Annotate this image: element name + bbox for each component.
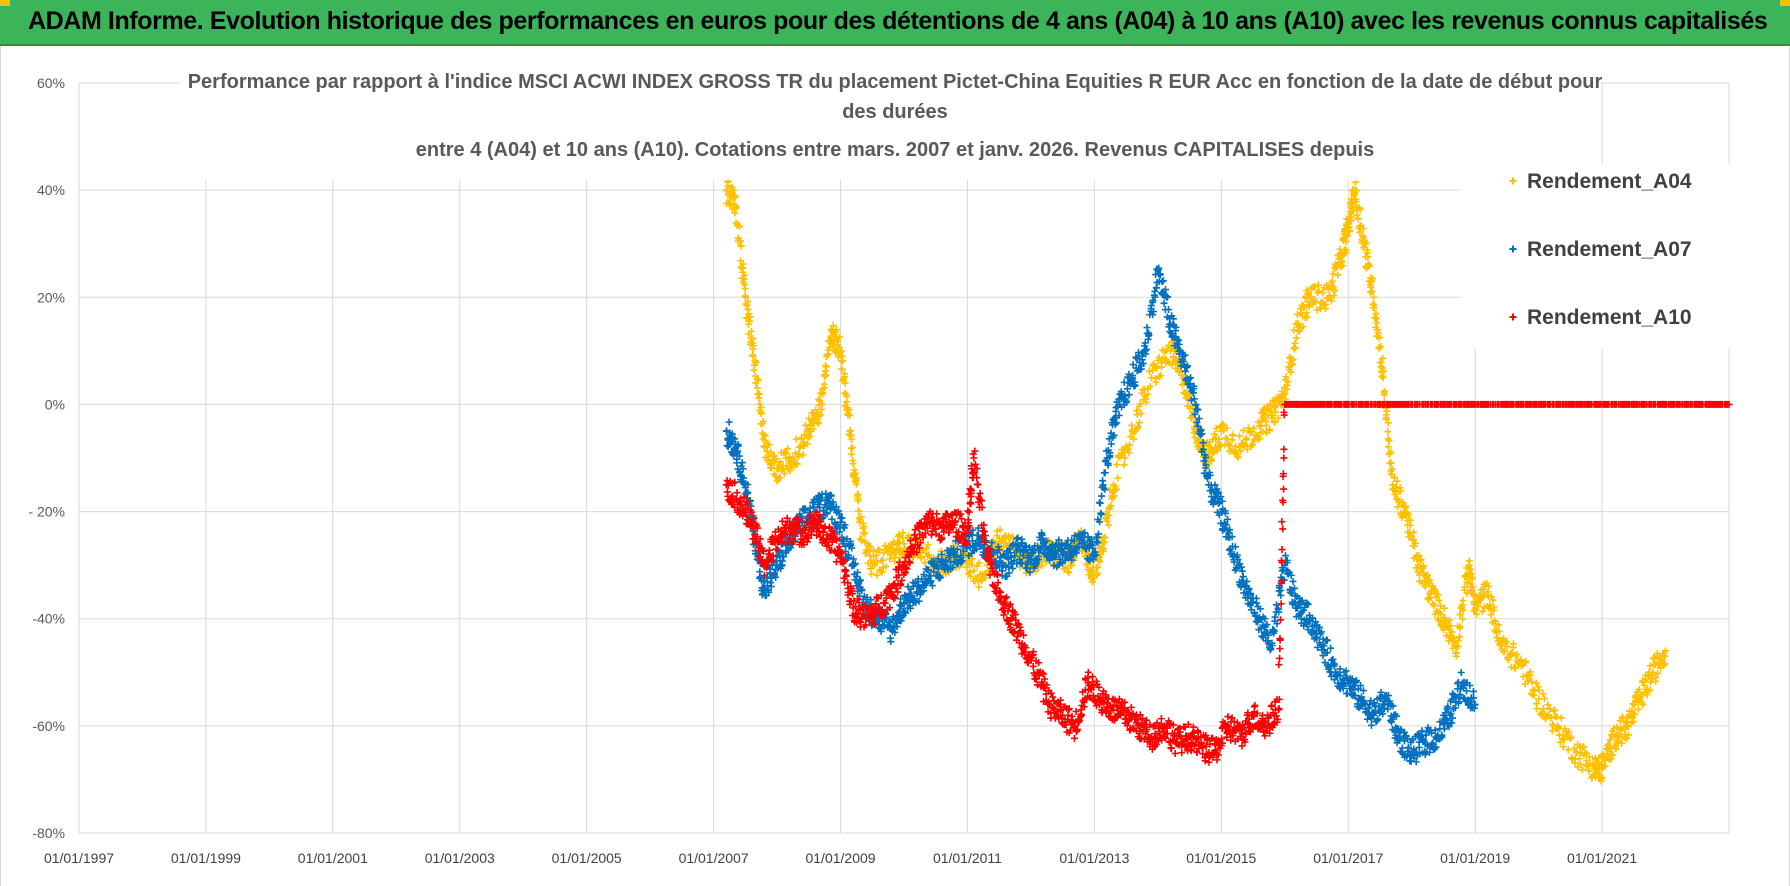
- legend-label: Rendement_A04: [1527, 170, 1692, 193]
- banner-accent-right: [1780, 0, 1790, 6]
- data-point: [1370, 293, 1378, 301]
- x-tick-label: 01/01/2009: [805, 850, 875, 866]
- y-tick-label: -60%: [32, 718, 65, 734]
- legend-marker: [1509, 313, 1517, 321]
- points-layer: [722, 177, 1733, 785]
- data-point: [1535, 695, 1543, 703]
- legend-label: Rendement_A10: [1527, 306, 1692, 329]
- chart-frame: 60% 40% 20% 0% - 20% -40% -60% -80% 01/01/1997 01…: [0, 46, 1790, 886]
- x-tick-label: 01/01/2007: [679, 850, 749, 866]
- scatter-chart: 60% 40% 20% 0% - 20% -40% -60% -80% 01/01/1997 01…: [28, 60, 1733, 866]
- x-tick-label: 01/01/1999: [171, 850, 241, 866]
- x-tick-label: 01/01/2017: [1313, 850, 1383, 866]
- y-tick-label: 60%: [37, 75, 65, 91]
- data-point-cloud: [723, 400, 1732, 766]
- x-tick-label: 01/01/1997: [44, 850, 114, 866]
- x-tick-label: 01/01/2021: [1567, 850, 1637, 866]
- x-tick-label: 01/01/2019: [1440, 850, 1510, 866]
- x-tick-label: 01/01/2015: [1186, 850, 1256, 866]
- legend-label: Rendement_A07: [1527, 238, 1692, 261]
- legend: Rendement_A04 Rendement_A07 Rendement_A10: [1461, 164, 1731, 349]
- chart-title-line: des durées: [842, 101, 948, 123]
- chart-title-line: Performance par rapport à l'indice MSCI …: [188, 71, 1603, 93]
- y-tick-label: 40%: [37, 182, 65, 198]
- legend-marker: [1509, 177, 1517, 185]
- legend-marker: [1509, 245, 1517, 253]
- chart-title: Performance par rapport à l'indice MSCI …: [181, 60, 1603, 180]
- title-backdrop: [181, 60, 1601, 180]
- axis-layer: 60% 40% 20% 0% - 20% -40% -60% -80% 01/01/1997 01…: [28, 75, 1637, 866]
- data-point: [900, 540, 908, 548]
- y-tick-label: -80%: [32, 825, 65, 841]
- series-Rendement_A04: [722, 177, 1670, 785]
- y-tick-label: 20%: [37, 289, 65, 305]
- grid-layer: [78, 82, 1730, 834]
- x-tick-label: 01/01/2001: [298, 850, 368, 866]
- x-tick-label: 01/01/2003: [425, 850, 495, 866]
- y-tick-label: -40%: [32, 611, 65, 627]
- x-tick-label: 01/01/2013: [1059, 850, 1129, 866]
- y-tick-label: - 20%: [28, 504, 65, 520]
- page-title: ADAM Informe. Evolution historique des p…: [28, 7, 1768, 35]
- header-banner: ADAM Informe. Evolution historique des p…: [0, 0, 1790, 46]
- chart-title-line: entre 4 (A04) et 10 ans (A10). Cotations…: [416, 139, 1375, 161]
- banner-accent-left: [0, 0, 10, 6]
- y-tick-label: 0%: [45, 396, 65, 412]
- series-Rendement_A10: [722, 400, 1733, 766]
- data-point: [1379, 374, 1387, 382]
- x-tick-label: 01/01/2005: [552, 850, 622, 866]
- legend-backdrop: [1461, 164, 1731, 349]
- x-tick-label: 01/01/2011: [933, 850, 1002, 866]
